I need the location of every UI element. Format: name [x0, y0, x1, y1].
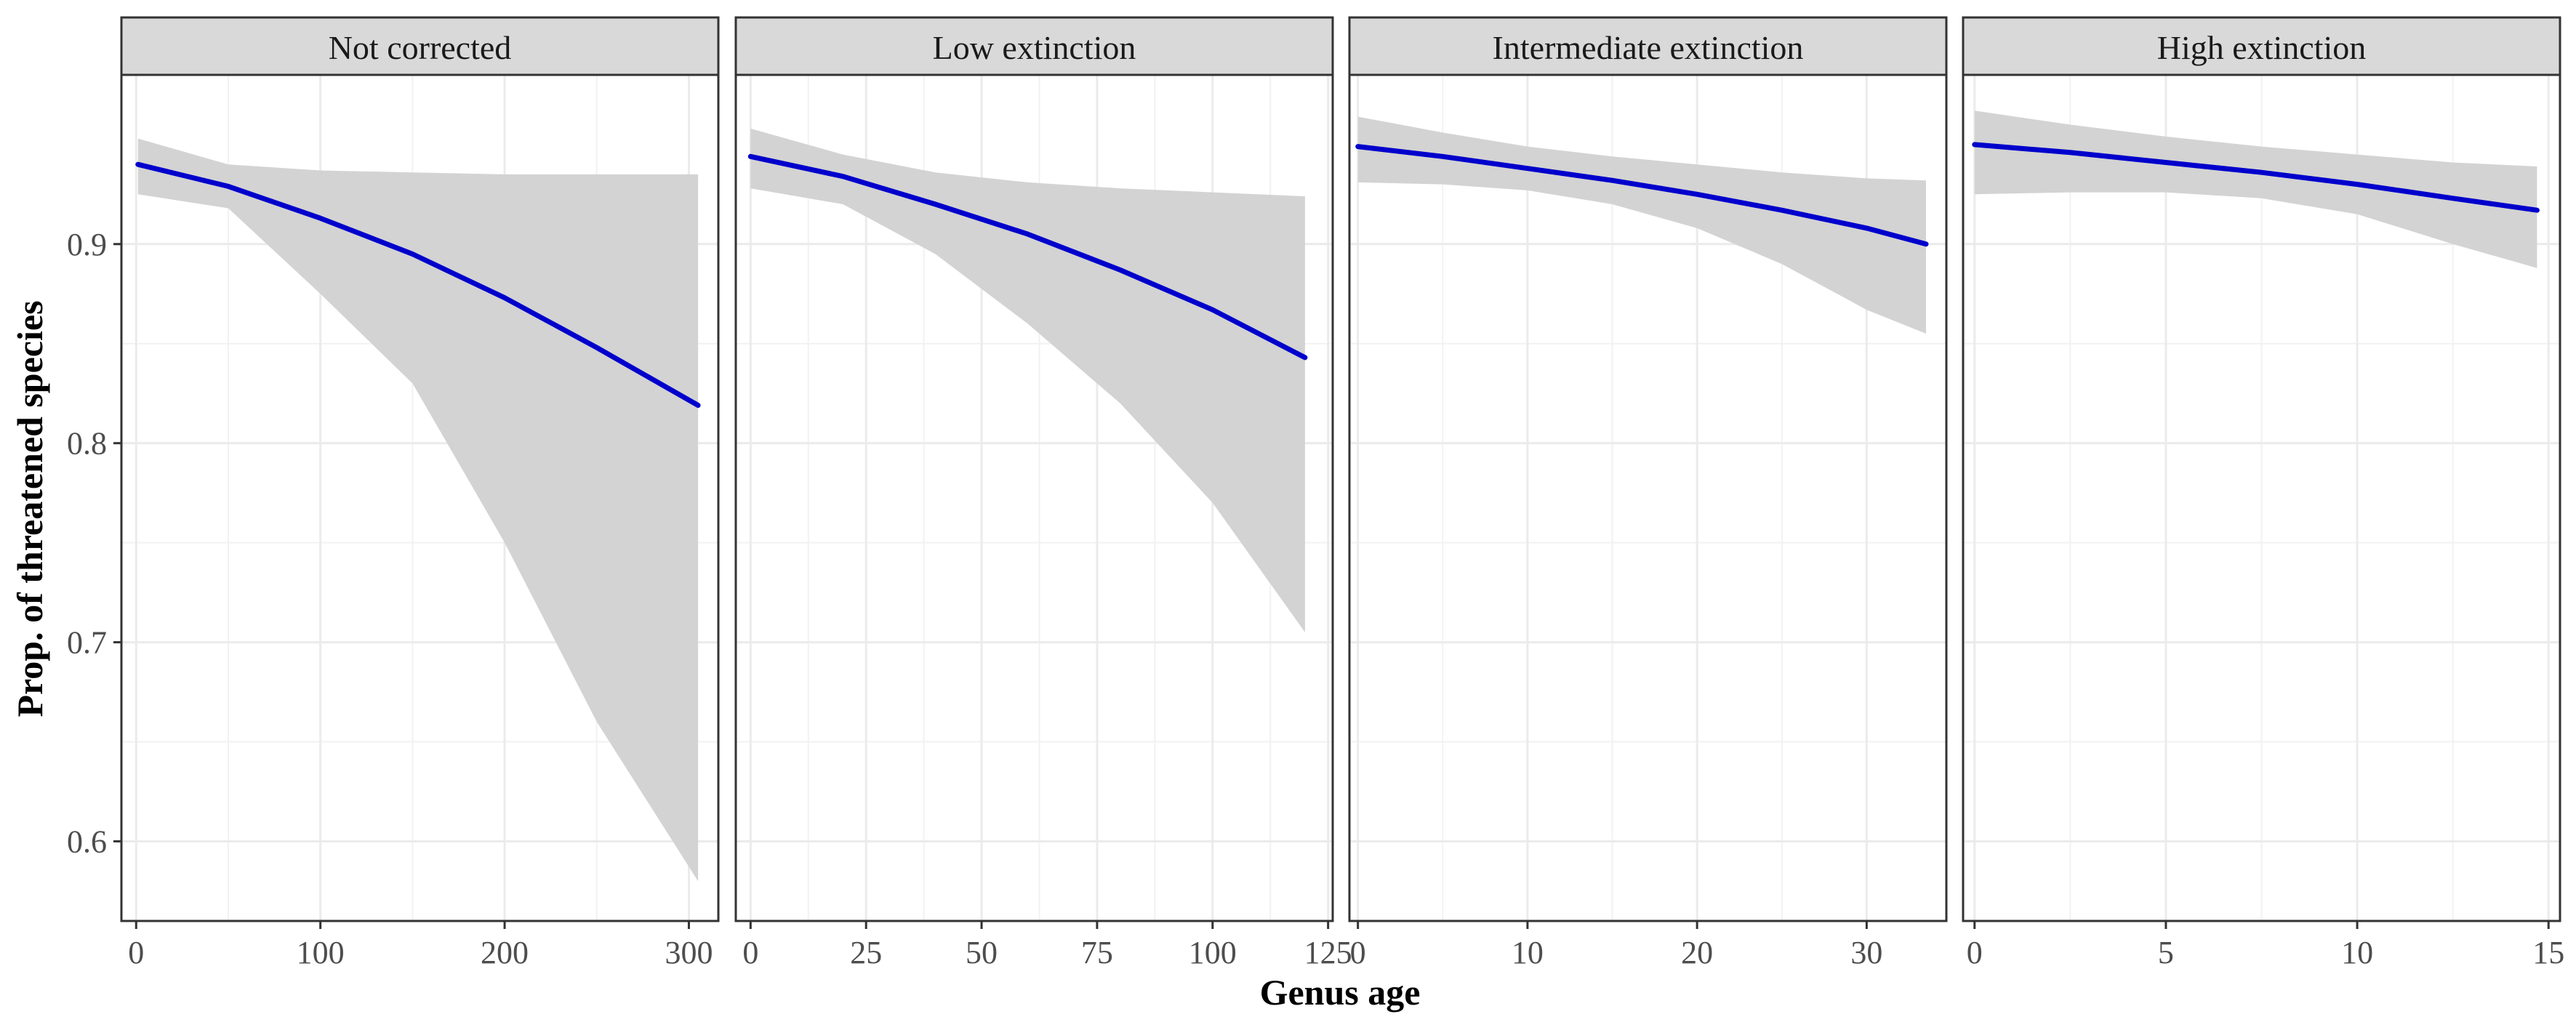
fitted-line [1355, 144, 1929, 247]
x-tick-label: 0 [128, 935, 144, 970]
x-tick-label: 300 [665, 935, 713, 970]
x-tick-label: 15 [2532, 935, 2564, 970]
x-tick-label: 10 [2341, 935, 2373, 970]
facet-strip [120, 16, 720, 76]
x-axis-title: Genus age [1260, 972, 1421, 1013]
facet-strip [1348, 16, 1948, 76]
facet-strip-label: High extinction [2157, 29, 2366, 66]
y-tick-label: 0.7 [67, 625, 107, 661]
fitted-line [1972, 142, 2540, 213]
y-axis-title: Prop. of threatened species [9, 300, 50, 717]
x-tick-label: 125 [1304, 935, 1352, 970]
panel-1: Not corrected 0 100 200 300 0.6 0.7 0.8 0.9 [67, 16, 720, 970]
x-tick-label: 5 [2158, 935, 2174, 970]
panel-3: Intermediate extinction 0 10 20 30 [1348, 16, 1948, 970]
confidence-band [1357, 116, 1926, 334]
facet-strip [734, 16, 1334, 76]
x-tick-label: 0 [742, 935, 758, 970]
facet-strip-label: Not corrected [329, 29, 512, 66]
x-tick-label: 100 [1189, 935, 1237, 970]
confidence-band [750, 128, 1305, 632]
fitted-line [135, 161, 701, 409]
x-tick-label: 30 [1850, 935, 1882, 970]
y-tick-label: 0.8 [67, 426, 107, 462]
facet-strip [1962, 16, 2561, 76]
panel-4: High extinction 0 5 10 15 [1962, 16, 2564, 970]
facet-strip-label: Low extinction [933, 29, 1136, 66]
panel-2: Low extinction 0 25 50 75 100 125 [734, 16, 1352, 970]
confidence-band [1974, 110, 2537, 268]
x-tick-label: 20 [1681, 935, 1713, 970]
x-tick-label: 0 [1967, 935, 1983, 970]
y-tick-label: 0.9 [67, 227, 107, 262]
x-tick-label: 0 [1350, 935, 1366, 970]
x-tick-label: 25 [850, 935, 882, 970]
x-tick-label: 75 [1081, 935, 1113, 970]
x-tick-label: 10 [1512, 935, 1544, 970]
x-tick-label: 50 [966, 935, 998, 970]
y-tick-label: 0.6 [67, 824, 107, 859]
fitted-line [747, 153, 1308, 361]
x-tick-label: 200 [481, 935, 529, 970]
x-tick-label: 100 [297, 935, 345, 970]
facet-strip-label: Intermediate extinction [1493, 29, 1804, 66]
